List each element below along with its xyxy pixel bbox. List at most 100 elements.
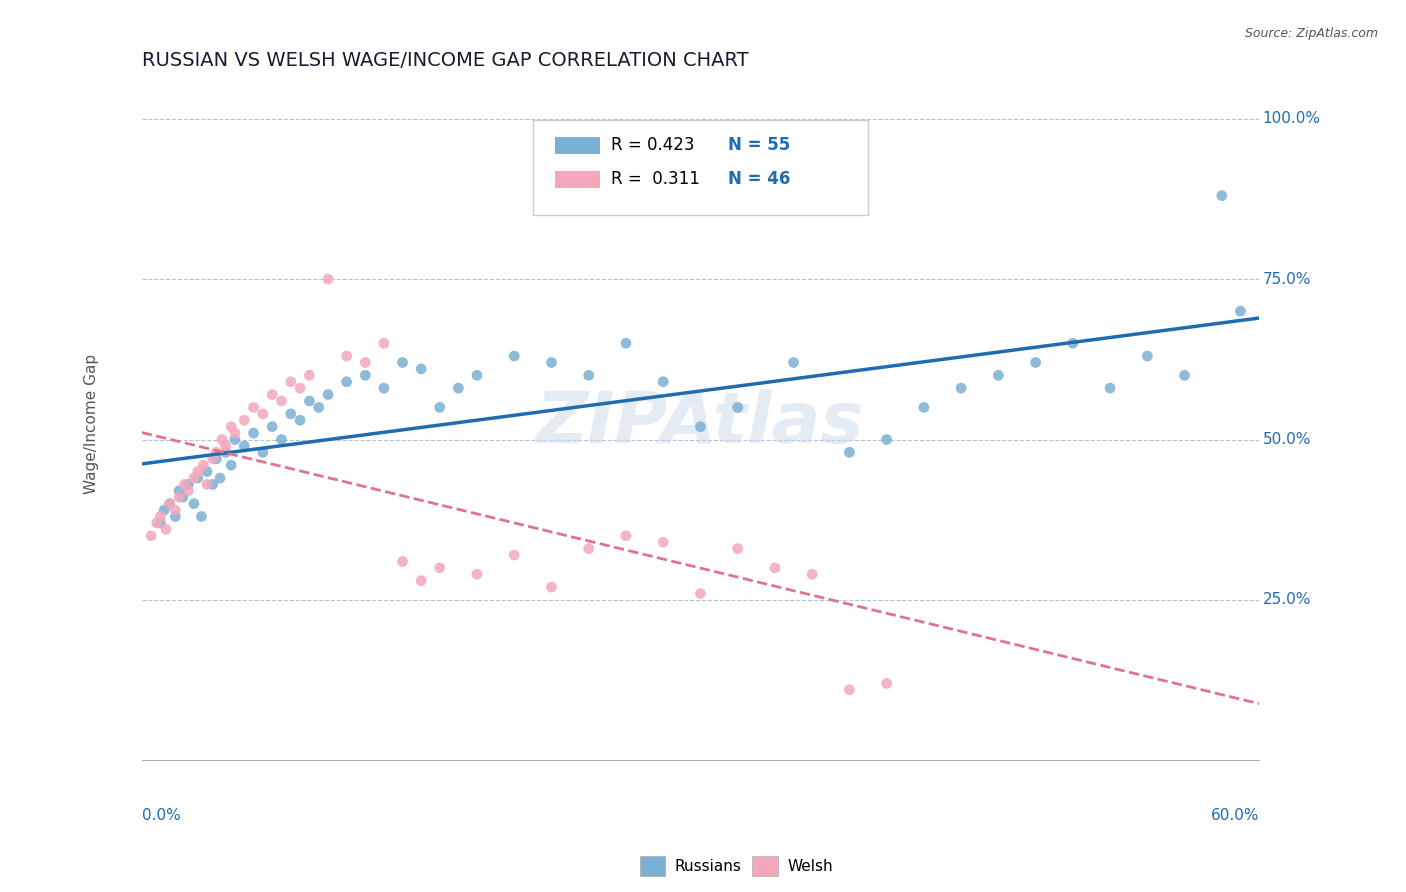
Point <box>145 516 167 530</box>
Point <box>224 426 246 441</box>
Point <box>1229 304 1251 318</box>
Point <box>652 535 675 549</box>
Point <box>153 503 176 517</box>
Point <box>219 419 242 434</box>
Point <box>336 375 359 389</box>
Point <box>193 458 215 472</box>
Point <box>373 336 395 351</box>
Point <box>727 541 749 556</box>
Text: 0.0%: 0.0% <box>142 807 180 822</box>
Point <box>177 483 200 498</box>
Point <box>411 362 433 376</box>
Point <box>270 394 292 409</box>
Point <box>503 548 526 562</box>
Point <box>172 490 194 504</box>
Text: R =  0.311: R = 0.311 <box>612 169 700 188</box>
Point <box>1025 355 1047 369</box>
Text: ZIPAtlas: ZIPAtlas <box>536 389 865 458</box>
Point <box>242 426 264 441</box>
Point <box>205 451 228 466</box>
Point <box>167 483 190 498</box>
Point <box>316 387 339 401</box>
Point <box>782 355 804 369</box>
Point <box>987 368 1010 383</box>
Point <box>354 355 377 369</box>
Text: Source: ZipAtlas.com: Source: ZipAtlas.com <box>1244 27 1378 40</box>
Point <box>429 561 451 575</box>
Text: N = 46: N = 46 <box>728 169 790 188</box>
Point <box>270 433 292 447</box>
Text: Welsh: Welsh <box>787 859 832 874</box>
Point <box>411 574 433 588</box>
Point <box>1062 336 1084 351</box>
Point <box>429 401 451 415</box>
Point <box>205 445 228 459</box>
Point <box>155 522 177 536</box>
Point <box>167 490 190 504</box>
Point <box>1174 368 1197 383</box>
Point <box>614 529 637 543</box>
Point <box>252 445 274 459</box>
Point <box>950 381 973 395</box>
Point <box>288 381 311 395</box>
Point <box>373 381 395 395</box>
Text: 100.0%: 100.0% <box>1263 112 1320 126</box>
Point <box>159 497 181 511</box>
Point <box>165 503 187 517</box>
Point <box>876 433 898 447</box>
Point <box>354 368 377 383</box>
Point <box>336 349 359 363</box>
Point <box>173 477 195 491</box>
Point <box>838 445 860 459</box>
Point <box>288 413 311 427</box>
Point <box>391 355 413 369</box>
FancyBboxPatch shape <box>555 137 600 154</box>
Point <box>149 509 172 524</box>
Point <box>190 509 212 524</box>
Point <box>195 477 218 491</box>
Point <box>211 433 233 447</box>
Point <box>298 368 321 383</box>
Point <box>233 439 256 453</box>
Text: Wage/Income Gap: Wage/Income Gap <box>84 353 98 493</box>
Point <box>540 355 562 369</box>
Text: R = 0.423: R = 0.423 <box>612 136 695 154</box>
Text: 50.0%: 50.0% <box>1263 432 1312 447</box>
Point <box>465 567 488 582</box>
Point <box>187 465 209 479</box>
Point <box>503 349 526 363</box>
Point <box>727 401 749 415</box>
Point <box>139 529 162 543</box>
Point <box>201 477 224 491</box>
Point <box>763 561 786 575</box>
Point <box>183 471 205 485</box>
Point <box>183 497 205 511</box>
Point <box>689 419 711 434</box>
Text: N = 55: N = 55 <box>728 136 790 154</box>
Point <box>262 387 284 401</box>
Point <box>1099 381 1122 395</box>
Point <box>447 381 470 395</box>
Point <box>242 401 264 415</box>
Point <box>689 586 711 600</box>
Point <box>224 433 246 447</box>
Point <box>838 682 860 697</box>
Point <box>308 401 330 415</box>
Point <box>614 336 637 351</box>
Point <box>149 516 172 530</box>
Text: 25.0%: 25.0% <box>1263 592 1312 607</box>
Point <box>177 477 200 491</box>
Point <box>201 451 224 466</box>
Point <box>280 375 302 389</box>
Point <box>298 394 321 409</box>
Text: RUSSIAN VS WELSH WAGE/INCOME GAP CORRELATION CHART: RUSSIAN VS WELSH WAGE/INCOME GAP CORRELA… <box>142 51 748 70</box>
Point <box>1211 188 1233 202</box>
Point <box>540 580 562 594</box>
Point <box>195 465 218 479</box>
Point <box>252 407 274 421</box>
FancyBboxPatch shape <box>555 170 600 187</box>
Point <box>214 439 236 453</box>
Point <box>801 567 824 582</box>
Point <box>578 368 600 383</box>
Point <box>652 375 675 389</box>
